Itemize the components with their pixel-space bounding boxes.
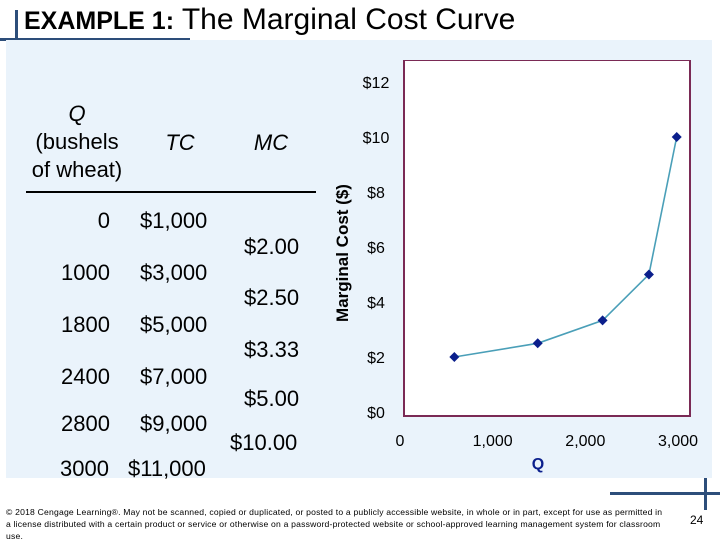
row-tc-4: $9,000 (140, 411, 208, 436)
header-q: Q (bushels of wheat) (22, 100, 132, 184)
mc-data-point (449, 352, 460, 362)
mc-value-2: $3.33 (244, 337, 300, 362)
frame-line-top (0, 38, 190, 41)
row-q-5: 3000 (60, 456, 109, 481)
frame-line-bottom (610, 492, 720, 495)
x-tick-label: 0 (396, 433, 405, 450)
plot-area (403, 60, 691, 417)
row-tc-2: $5,000 (140, 312, 208, 337)
y-axis-label: Marginal Cost ($) (333, 184, 352, 322)
y-tick-label: $2 (367, 350, 385, 367)
x-tick-label: 1,000 (473, 433, 513, 450)
y-tick-label: $12 (363, 75, 390, 92)
y-tick-label: $10 (363, 130, 390, 147)
mc-data-point (532, 338, 543, 349)
row-tc-5: $11,000 (128, 456, 206, 481)
slide-title: EXAMPLE 1: The Marginal Cost Curve (24, 3, 515, 37)
page-number: 24 (690, 513, 704, 527)
mc-value-3: $5.00 (244, 386, 300, 411)
header-q-line2: of wheat) (31, 157, 123, 182)
row-q-4: 2800 (61, 411, 110, 436)
row-q-1: 1000 (61, 260, 110, 285)
y-tick-label: $6 (367, 240, 385, 257)
y-tick-label: $8 (367, 185, 385, 202)
header-mc: MC (253, 130, 289, 155)
copyright-footer: © 2018 Cengage Learning®. May not be sca… (6, 507, 663, 541)
y-tick-label: $0 (367, 405, 385, 422)
mc-chart: Marginal Cost ($) $0 $2 $4 $6 $8 $10 $12 0 1,00… (333, 60, 698, 473)
frame-line-left (15, 10, 18, 50)
header-q-line1: (bushels (35, 129, 119, 154)
row-tc-0: $1,000 (140, 208, 208, 233)
header-tc: TC (165, 130, 195, 155)
header-rule (26, 191, 316, 193)
mc-value-0: $2.00 (244, 234, 300, 259)
mc-data-point (671, 132, 682, 142)
x-tick-label: 3,000 (658, 433, 698, 450)
row-q-2: 1800 (61, 312, 110, 337)
frame-line-right (704, 470, 707, 510)
title-lead: EXAMPLE 1: (24, 7, 175, 35)
mc-data-point (597, 315, 608, 326)
header-q-symbol: Q (68, 101, 86, 126)
y-tick-label: $4 (367, 295, 385, 312)
row-tc-1: $3,000 (140, 260, 208, 285)
mc-value-4: $10.00 (230, 430, 298, 455)
row-tc-3: $7,000 (140, 364, 208, 389)
mc-data-point (643, 269, 654, 280)
mc-value-1: $2.50 (244, 285, 300, 310)
row-q-3: 2400 (61, 364, 110, 389)
title-rest: The Marginal Cost Curve (181, 3, 516, 36)
row-q-0: 0 (97, 208, 110, 233)
x-axis-label: Q (532, 456, 544, 473)
x-tick-label: 2,000 (565, 433, 605, 450)
